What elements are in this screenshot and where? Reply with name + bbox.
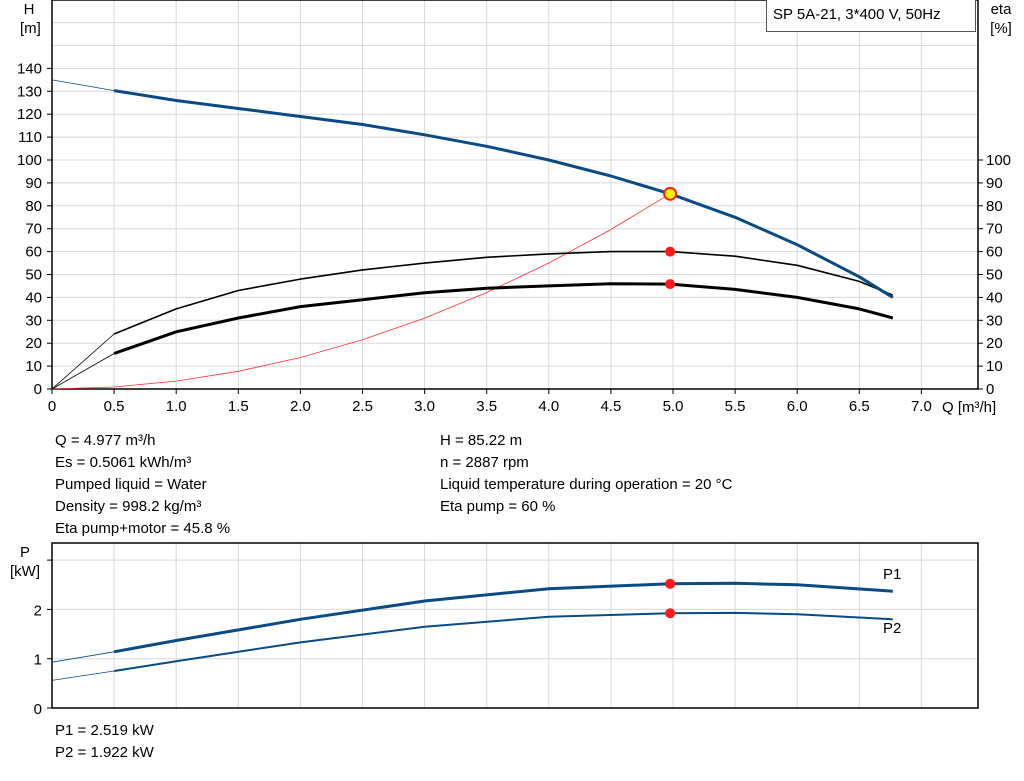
eta-axis-label: eta [%] — [990, 1, 1012, 37]
p-y-tick-label: 0 — [34, 701, 42, 718]
y-tick-label: 10 — [25, 358, 42, 375]
x-tick-label: 0.5 — [104, 398, 125, 415]
x-tick-label: 7.0 — [911, 398, 932, 415]
y-tick-label: 40 — [25, 289, 42, 306]
y-tick-label: 60 — [25, 244, 42, 261]
head-curve — [113, 89, 894, 299]
y2-tick-label: 0 — [986, 381, 994, 398]
info-eta-total: Eta pump+motor = 45.8 % — [55, 520, 231, 537]
x-tick-label: 5.5 — [725, 398, 746, 415]
x-tick-label: 3.5 — [476, 398, 497, 415]
system-curve — [51, 193, 671, 390]
x-tick-label: 6.5 — [849, 398, 870, 415]
p2-series-label: P2 — [883, 620, 902, 637]
power-plot-frame — [51, 542, 979, 709]
eta-total-curve — [113, 282, 894, 355]
x-tick-label: 1.5 — [228, 398, 249, 415]
eta-total-curve-extrapolated — [51, 353, 115, 390]
y2-tick-label: 60 — [986, 244, 1003, 261]
operating-info-left: Q = 4.977 m³/h Es = 0.5061 kWh/m³ Pumped… — [55, 430, 230, 540]
x-tick-label: 4.0 — [538, 398, 559, 415]
eta-pump-curve-extrapolated — [51, 333, 115, 390]
p2-curve — [113, 611, 893, 672]
info-temp: Liquid temperature during operation = 20… — [440, 476, 733, 493]
y-tick-label: 30 — [25, 312, 42, 329]
p-axis-label: P [kW] — [10, 544, 40, 580]
info-n: n = 2887 rpm — [440, 454, 529, 471]
info-liquid: Pumped liquid = Water — [55, 476, 207, 493]
q-axis-label: Q [m³/h] — [942, 399, 997, 416]
plot-frame — [51, 0, 979, 390]
x-tick-label: 0 — [48, 398, 56, 415]
h-axis-label: H [m] — [20, 1, 41, 37]
duty-point-p2 — [665, 608, 676, 619]
duty-point-eta-total — [665, 279, 676, 290]
p2-curve-extrapolated — [51, 670, 115, 681]
x-tick-label: 2.0 — [290, 398, 311, 415]
y-tick-label: 130 — [17, 83, 42, 100]
y-tick-label: 0 — [34, 381, 42, 398]
y-tick-label: 70 — [25, 221, 42, 238]
y2-tick-label: 90 — [986, 175, 1003, 192]
y2-tick-label: 20 — [986, 335, 1003, 352]
head-curve-extrapolated — [51, 79, 115, 91]
y-tick-label: 50 — [25, 267, 42, 284]
p-y-tick-label: 1 — [34, 652, 42, 669]
y-tick-label: 100 — [17, 152, 42, 169]
y-tick-label: 90 — [25, 175, 42, 192]
duty-point-head — [663, 186, 678, 201]
x-tick-label: 3.0 — [414, 398, 435, 415]
y2-tick-label: 100 — [986, 152, 1011, 169]
duty-point-eta-pump — [665, 246, 676, 257]
y2-tick-label: 40 — [986, 289, 1003, 306]
info-density: Density = 998.2 kg/m³ — [55, 498, 202, 515]
y2-tick-label: 30 — [986, 312, 1003, 329]
power-info: P1 = 2.519 kW P2 = 1.922 kW — [55, 720, 154, 764]
y-tick-label: 80 — [25, 198, 42, 215]
eta-pump-curve — [113, 250, 894, 335]
info-h: H = 85.22 m — [440, 432, 523, 449]
p1-curve — [113, 581, 893, 654]
info-p1: P1 = 2.519 kW — [55, 722, 154, 739]
y-tick-label: 120 — [17, 106, 42, 123]
y2-tick-label: 80 — [986, 198, 1003, 215]
y-tick-label: 20 — [25, 335, 42, 352]
info-es: Es = 0.5061 kWh/m³ — [55, 454, 192, 471]
x-tick-label: 6.0 — [787, 398, 808, 415]
p1-series-label: P1 — [883, 566, 902, 583]
duty-point-p1 — [665, 578, 676, 589]
x-tick-label: 1.0 — [166, 398, 187, 415]
y2-tick-label: 50 — [986, 267, 1003, 284]
p1-curve-extrapolated — [51, 651, 115, 663]
operating-info-right: H = 85.22 m n = 2887 rpm Liquid temperat… — [440, 430, 732, 518]
y-tick-label: 140 — [17, 60, 42, 77]
x-tick-label: 5.0 — [663, 398, 684, 415]
y-tick-label: 110 — [18, 129, 42, 146]
y2-tick-label: 70 — [986, 221, 1003, 238]
info-p2: P2 = 1.922 kW — [55, 744, 154, 761]
info-eta-pump: Eta pump = 60 % — [440, 498, 556, 515]
pump-title-box: SP 5A-21, 3*400 V, 50Hz — [766, 0, 976, 32]
x-tick-label: 2.5 — [352, 398, 373, 415]
info-q: Q = 4.977 m³/h — [55, 432, 156, 449]
p-y-tick-label: 2 — [34, 602, 42, 619]
x-tick-label: 4.5 — [600, 398, 621, 415]
y2-tick-label: 10 — [986, 358, 1003, 375]
